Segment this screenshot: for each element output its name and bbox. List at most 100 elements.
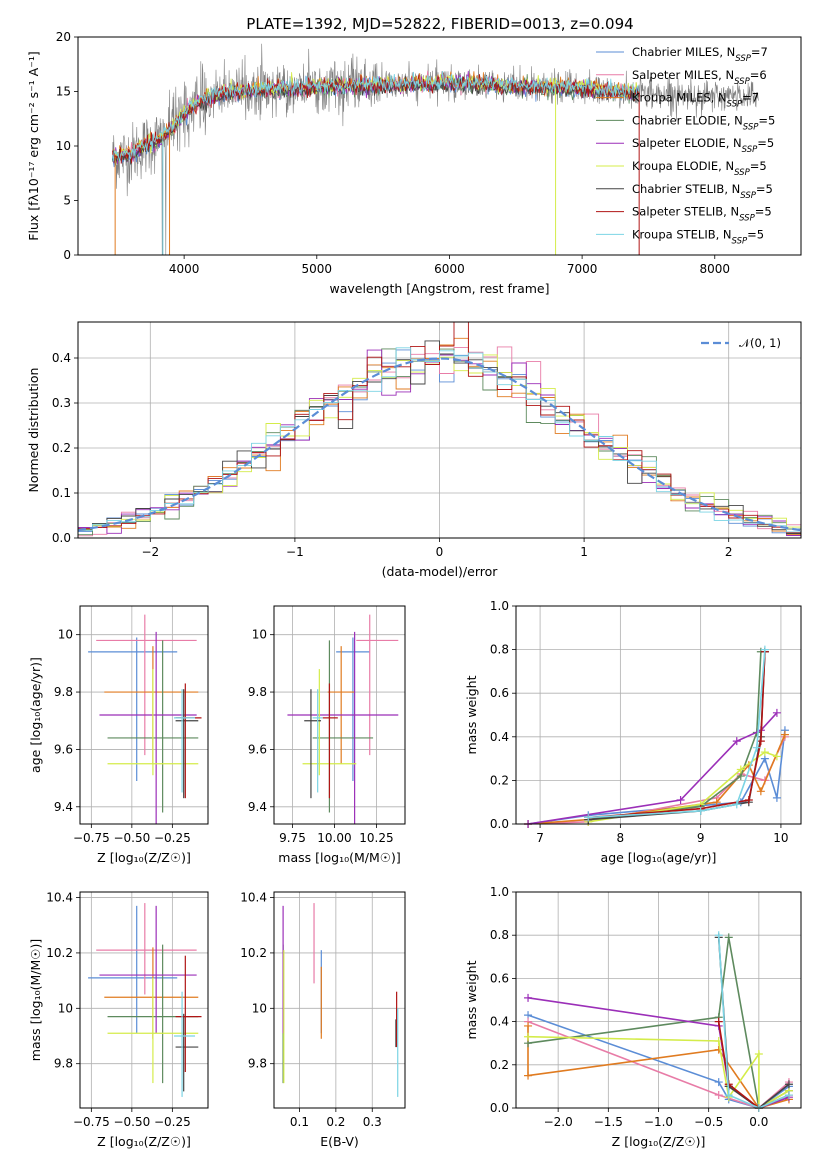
weight-line bbox=[588, 651, 766, 821]
weight-marker bbox=[756, 787, 765, 796]
spectrum-model-line bbox=[112, 72, 639, 164]
mass-vs-Z-panel: −0.75 −0.50 −0.25 9.8 10 10.2 10.4 Z [log₁₀(Z/Z… bbox=[28, 891, 209, 1149]
mass-vs-Z-ytick-label: 10.4 bbox=[46, 891, 73, 905]
weight-marker bbox=[732, 737, 741, 746]
mass-vs-ebv-ytick-label: 10.4 bbox=[240, 891, 267, 905]
age-vs-Z-ytick-label: 9.4 bbox=[54, 800, 73, 814]
spectrum-ytick-label: 5 bbox=[63, 194, 71, 208]
weight-marker bbox=[696, 806, 705, 815]
spectrum-ytick-label: 20 bbox=[56, 30, 71, 44]
age-vs-Z-panel: −0.75 −0.50 −0.25 9.4 9.6 9.8 10 Z [log₁₀(Z/Z☉)… bbox=[28, 605, 209, 865]
spectrum-xtick-label: 6000 bbox=[434, 262, 465, 276]
spectrum-model-line bbox=[112, 71, 639, 162]
residuals-ytick-label: 0.4 bbox=[52, 351, 71, 365]
weight-marker bbox=[772, 752, 781, 761]
weight-vs-Z-panel: −2.0 −1.5 −1.0 −0.5 0.0 0.0 0.2 0.4 0.6 0.8 1.0 Z [… bbox=[464, 885, 802, 1149]
weight-vs-age-xlabel: age [log₁₀(age/yr)] bbox=[601, 850, 717, 865]
residuals-ytick-label: 0.2 bbox=[52, 441, 71, 455]
weight-vs-Z-frame bbox=[515, 891, 802, 1109]
weight-vs-age-ytick-label: 1.0 bbox=[490, 599, 509, 613]
weight-marker bbox=[772, 708, 781, 717]
weight-vs-age-xtick-label: 7 bbox=[536, 831, 544, 845]
weight-vs-age-panel: 7 8 9 10 0.0 0.2 0.4 0.6 0.8 1.0 age [log₁₀(age/yr… bbox=[464, 599, 802, 865]
weight-vs-age-xtick-label: 8 bbox=[617, 831, 625, 845]
spectrum-ytick-label: 15 bbox=[56, 85, 71, 99]
spectrum-panel: 4000 5000 6000 7000 8000 0 5 10 15 20 wavelength [… bbox=[26, 30, 802, 296]
weight-vs-Z-ytick-label: 0.6 bbox=[490, 971, 509, 985]
mass-vs-Z-ytick-label: 10.2 bbox=[46, 946, 73, 960]
legend-entry: Salpeter MILES, NSSP=6 bbox=[632, 68, 767, 87]
spectrum-ytick-label: 10 bbox=[56, 139, 71, 153]
spectrum-xtick-label: 5000 bbox=[302, 262, 333, 276]
age-vs-mass-frame bbox=[273, 605, 406, 825]
weight-line bbox=[588, 649, 766, 819]
age-vs-mass-xlabel: mass [log₁₀(M/M☉)] bbox=[278, 850, 400, 865]
spectrum-ylabel: Flux [fλ10⁻¹⁷ erg cm⁻² s⁻¹ A⁻¹] bbox=[26, 51, 41, 240]
age-vs-Z-ytick-label: 10 bbox=[58, 628, 73, 642]
weight-vs-Z-ytick-label: 0.0 bbox=[490, 1101, 509, 1115]
weight-marker bbox=[676, 796, 685, 805]
weight-vs-age-ylabel: mass weight bbox=[464, 675, 479, 754]
weight-marker bbox=[744, 796, 753, 805]
mass-vs-ebv-panel: 0.1 0.2 0.3 9.8 10 10.2 10.4 E(B-V) bbox=[240, 891, 406, 1149]
residuals-xtick-label: 1 bbox=[580, 545, 588, 559]
weight-marker bbox=[760, 748, 769, 757]
spectrum-xtick-label: 8000 bbox=[699, 262, 730, 276]
weight-vs-Z-ytick-label: 0.8 bbox=[490, 928, 509, 942]
weight-vs-age-ytick-label: 0.4 bbox=[490, 730, 509, 744]
mass-vs-Z-xtick-label: −0.25 bbox=[154, 1115, 191, 1129]
age-vs-Z-xtick-label: −0.50 bbox=[113, 831, 150, 845]
weight-vs-Z-xtick-label: −1.0 bbox=[644, 1115, 673, 1129]
weight-vs-Z-ytick-label: 0.4 bbox=[490, 1015, 509, 1029]
legend-entry: Salpeter ELODIE, NSSP=5 bbox=[632, 136, 774, 155]
weight-marker bbox=[754, 1050, 763, 1058]
weight-marker bbox=[772, 793, 781, 802]
weight-marker bbox=[714, 1045, 723, 1054]
weight-vs-age-ytick-label: 0.8 bbox=[490, 643, 509, 657]
weight-marker bbox=[524, 1021, 533, 1030]
mass-vs-Z-xtick-label: −0.75 bbox=[73, 1115, 110, 1129]
legend-entry: 𝒩(0, 1) bbox=[739, 336, 781, 350]
spectrum-xtick-label: 4000 bbox=[169, 262, 200, 276]
age-vs-Z-ytick-label: 9.8 bbox=[54, 685, 73, 699]
legend-entry: Chabrier STELIB, NSSP=5 bbox=[632, 182, 773, 201]
weight-marker bbox=[784, 1080, 793, 1089]
mass-vs-Z-ylabel: mass [log₁₀(M/M☉)] bbox=[28, 939, 43, 1061]
weight-line bbox=[588, 651, 762, 821]
age-vs-Z-xtick-label: −0.75 bbox=[73, 831, 110, 845]
weight-vs-Z-xlabel: Z [log₁₀(Z/Z☉)] bbox=[612, 1134, 706, 1149]
weight-marker bbox=[732, 800, 741, 809]
weight-vs-Z-ylabel: mass weight bbox=[464, 960, 479, 1039]
age-vs-Z-xtick-label: −0.25 bbox=[154, 831, 191, 845]
mass-vs-Z-ytick-label: 9.8 bbox=[54, 1057, 73, 1071]
weight-line bbox=[527, 734, 786, 824]
legend-entry: Kroupa ELODIE, NSSP=5 bbox=[632, 159, 767, 178]
residual-histogram bbox=[78, 347, 801, 535]
weight-marker bbox=[524, 1032, 533, 1041]
weight-vs-age-ytick-label: 0.6 bbox=[490, 686, 509, 700]
residuals-ytick-label: 0.0 bbox=[52, 531, 71, 545]
mass-vs-ebv-xtick-label: 0.3 bbox=[363, 1115, 382, 1129]
mass-vs-Z-xtick-label: −0.50 bbox=[113, 1115, 150, 1129]
age-vs-mass-ytick-label: 9.8 bbox=[248, 685, 267, 699]
weight-marker bbox=[760, 645, 769, 654]
residuals-panel: −2 −1 0 1 2 0.0 0.1 0.2 0.3 0.4 (data-model)/error… bbox=[26, 321, 802, 579]
weight-line bbox=[588, 651, 766, 819]
mass-vs-ebv-xtick-label: 0.2 bbox=[326, 1115, 345, 1129]
weight-vs-Z-xtick-label: 0.0 bbox=[749, 1115, 768, 1129]
weight-marker bbox=[712, 798, 721, 807]
legend-entry: Chabrier ELODIE, NSSP=5 bbox=[632, 113, 775, 132]
weight-marker bbox=[752, 743, 761, 752]
weight-vs-Z-xtick-label: −0.5 bbox=[694, 1115, 723, 1129]
weight-marker bbox=[736, 765, 745, 774]
age-vs-Z-frame bbox=[79, 605, 209, 825]
spectrum-xlabel: wavelength [Angstrom, rest frame] bbox=[329, 281, 549, 296]
weight-marker bbox=[714, 1091, 723, 1100]
weight-marker bbox=[784, 1091, 793, 1100]
age-vs-mass-xtick-label: 10.25 bbox=[359, 831, 393, 845]
age-vs-mass-ytick-label: 9.4 bbox=[248, 800, 267, 814]
weight-marker bbox=[714, 1017, 723, 1026]
mass-vs-ebv-ytick-label: 10 bbox=[252, 1001, 267, 1015]
